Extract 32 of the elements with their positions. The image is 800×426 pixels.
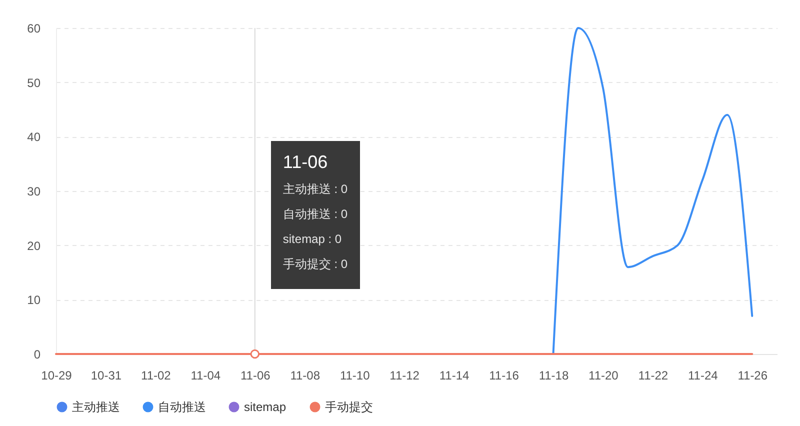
y-tick-label: 20 <box>27 238 41 253</box>
x-tick-label: 11-10 <box>340 368 370 382</box>
legend-label: 自动推送 <box>158 400 206 414</box>
y-tick-label: 10 <box>27 293 41 308</box>
line-series <box>552 27 754 355</box>
annotation: 自动推送 : 0 <box>282 206 348 223</box>
x-tick-label: 10-31 <box>90 368 122 382</box>
annotation: 手动提交 : 0 <box>282 256 348 273</box>
y-tick-label: 30 <box>27 184 41 198</box>
legend-label: sitemap <box>244 400 286 414</box>
y-tick-label: 50 <box>27 76 41 90</box>
x-tick-label: 10-29 <box>41 368 72 382</box>
x-tick-label: 11-26 <box>738 368 768 382</box>
annotation: 主动推送 : 0 <box>282 181 348 198</box>
y-tick-label: 40 <box>27 130 41 144</box>
annotation: sitemap : 0 <box>282 231 343 248</box>
x-tick-label: 11-22 <box>638 368 668 382</box>
x-tick-label: 11-14 <box>439 368 470 382</box>
x-tick-label: 11-24 <box>688 368 718 382</box>
annotation: 11-06 <box>282 151 329 174</box>
x-tick-label: 11-02 <box>141 368 172 382</box>
x-tick-label: 11-12 <box>390 368 420 382</box>
legend-label: 主动推送 <box>72 400 120 414</box>
y-tick-label: 60 <box>27 22 41 36</box>
x-tick-label: 11-16 <box>489 368 520 382</box>
x-tick-label: 11-18 <box>538 368 569 382</box>
x-tick-label: 11-20 <box>588 368 619 382</box>
x-tick-label: 11-06 <box>240 368 271 382</box>
y-tick-label: 0 <box>34 348 41 362</box>
legend-label: 手动提交 <box>325 400 373 414</box>
x-tick-label: 11-04 <box>190 368 221 382</box>
x-tick-label: 11-08 <box>290 368 320 382</box>
